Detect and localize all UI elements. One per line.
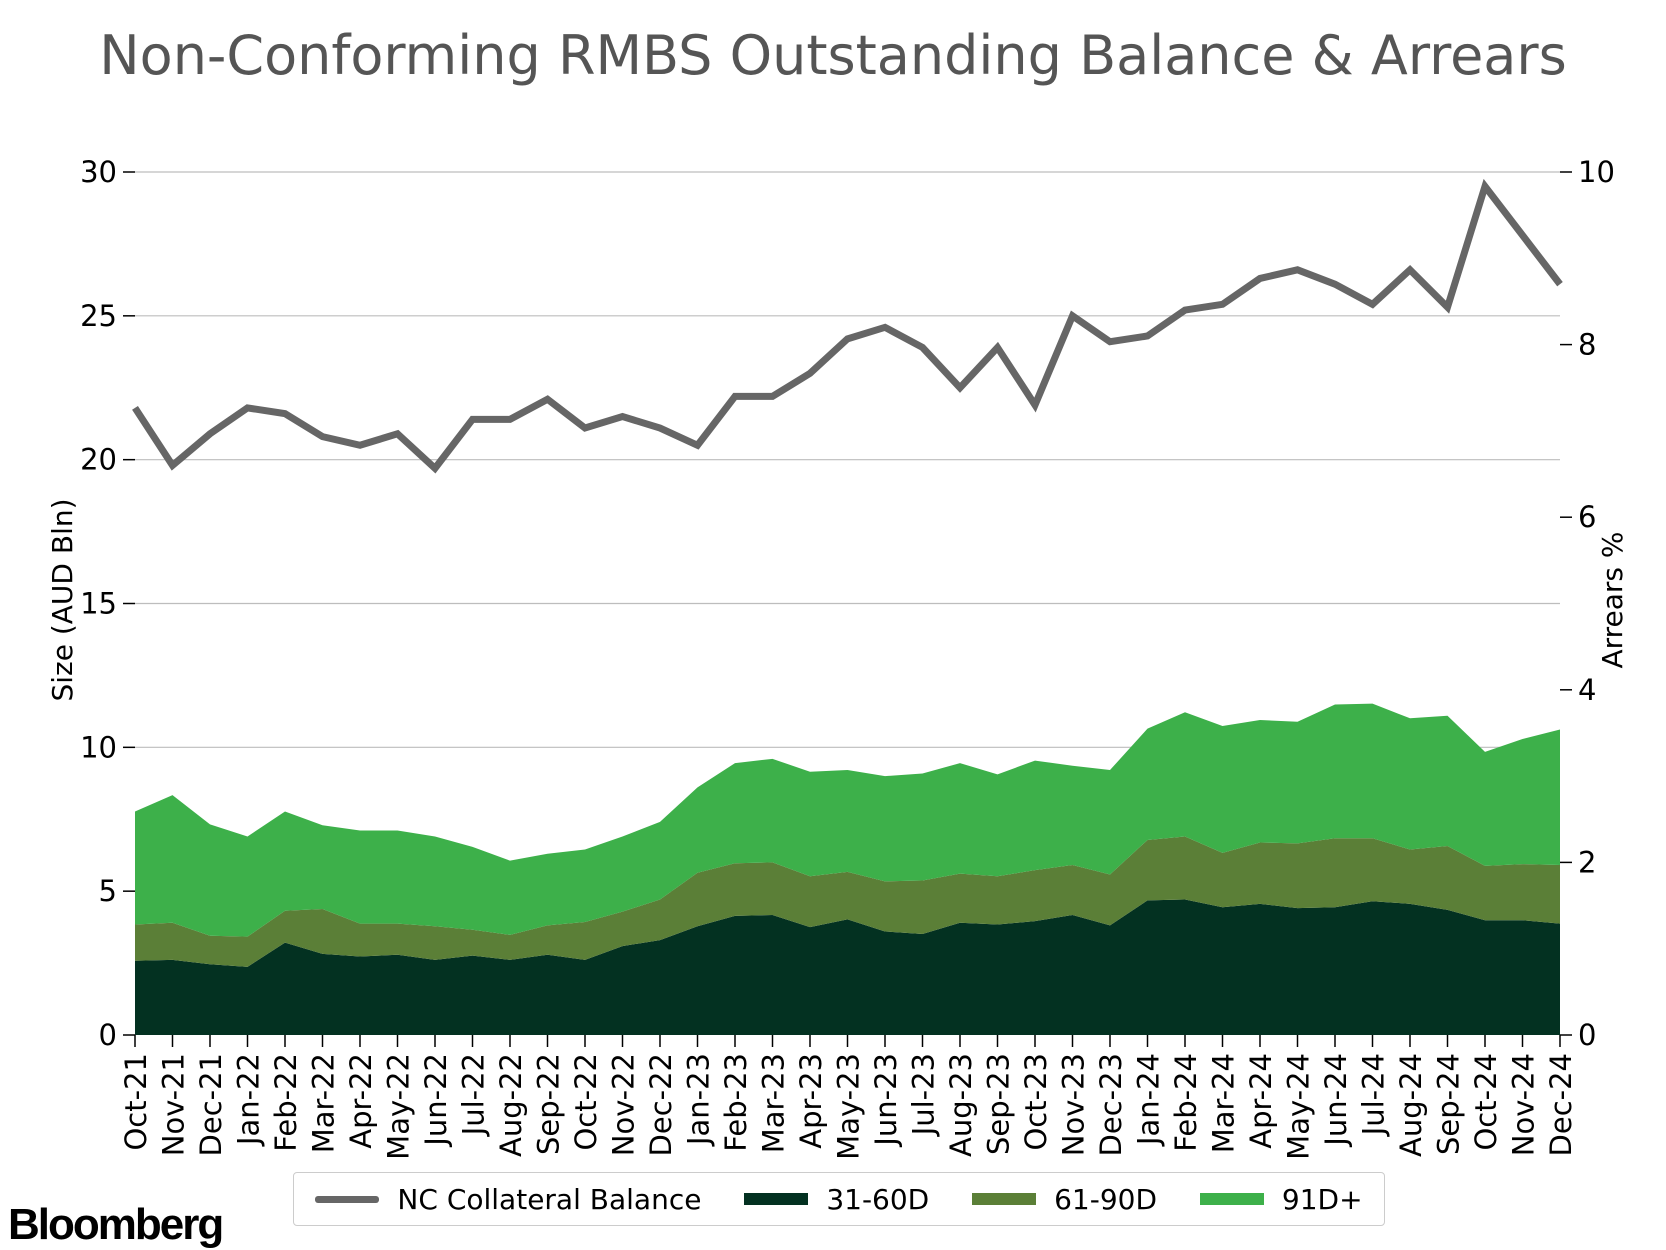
legend-entry-balance: NC Collateral Balance — [315, 1183, 701, 1216]
x-tick-label: Jun-23 — [869, 1053, 903, 1148]
x-tick-label: Nov-24 — [1507, 1053, 1541, 1156]
chart-legend: NC Collateral Balance 31-60D 61-90D 91D+ — [293, 1172, 1385, 1226]
x-tick-label: Jun-22 — [419, 1053, 453, 1148]
x-tick-label: Aug-22 — [494, 1053, 528, 1157]
x-tick-label: Mar-24 — [1207, 1053, 1241, 1153]
legend-label-61-90d: 61-90D — [1054, 1183, 1157, 1216]
x-tick-label: Apr-22 — [344, 1053, 378, 1149]
x-tick-label: Apr-24 — [1244, 1053, 1278, 1149]
x-tick-label: Aug-23 — [944, 1053, 978, 1157]
x-tick-label: May-22 — [382, 1053, 416, 1160]
legend-label-balance: NC Collateral Balance — [397, 1183, 701, 1216]
x-tick-label: Nov-23 — [1057, 1053, 1091, 1156]
x-tick-label: Jan-22 — [232, 1053, 266, 1147]
x-tick-label: Dec-21 — [194, 1053, 228, 1156]
x-tick-label: Aug-24 — [1394, 1053, 1428, 1157]
y2-tick-label: 8 — [1578, 328, 1596, 362]
legend-swatch-91dplus — [1200, 1193, 1264, 1205]
y2-tick-label: 10 — [1578, 155, 1615, 189]
legend-entry-31-60d: 31-60D — [744, 1183, 929, 1216]
x-tick-label: Nov-22 — [607, 1053, 641, 1156]
x-tick-label: Oct-24 — [1469, 1053, 1503, 1151]
bloomberg-logo: Bloomberg — [8, 1200, 222, 1250]
x-tick-label: Sep-24 — [1432, 1053, 1466, 1155]
x-tick-label: Jul-23 — [907, 1053, 941, 1137]
x-tick-label: Mar-22 — [307, 1053, 341, 1153]
x-tick-label: Oct-21 — [119, 1053, 153, 1151]
y-axis-label: Size (AUD Bln) — [46, 498, 79, 701]
x-tick-label: Feb-22 — [269, 1053, 303, 1152]
y-tick-label: 0 — [99, 1018, 117, 1052]
balance-line — [135, 186, 1560, 468]
legend-swatch-31-60d — [744, 1193, 808, 1205]
x-tick-label: Jul-22 — [457, 1053, 491, 1137]
arrears-areas — [135, 704, 1560, 1035]
x-tick-label: Nov-21 — [157, 1053, 191, 1156]
x-tick-label: Feb-23 — [719, 1053, 753, 1152]
x-tick-label: Dec-24 — [1544, 1053, 1578, 1156]
y-tick-label: 5 — [99, 874, 117, 908]
y-tick-label: 25 — [80, 299, 117, 333]
x-tick-label: Apr-23 — [794, 1053, 828, 1149]
x-tick-label: Mar-23 — [757, 1053, 791, 1153]
x-tick-label: Jan-23 — [682, 1053, 716, 1147]
x-tick-label: Jul-24 — [1357, 1053, 1391, 1137]
x-tick-label: May-24 — [1282, 1053, 1316, 1160]
y-tick-label: 20 — [80, 443, 117, 477]
y-tick-label: 15 — [80, 587, 117, 621]
y2-tick-label: 0 — [1578, 1018, 1596, 1052]
x-tick-label: Dec-23 — [1094, 1053, 1128, 1156]
x-tick-label: Jun-24 — [1319, 1053, 1353, 1148]
y2-tick-label: 6 — [1578, 500, 1596, 534]
legend-label-91dplus: 91D+ — [1282, 1183, 1363, 1216]
legend-entry-61-90d: 61-90D — [972, 1183, 1157, 1216]
y-tick-label: 30 — [80, 155, 117, 189]
legend-entry-91dplus: 91D+ — [1200, 1183, 1363, 1216]
x-tick-label: Jan-24 — [1132, 1053, 1166, 1147]
y2-tick-label: 2 — [1578, 845, 1596, 879]
y2-axis-label: Arrears % — [1596, 531, 1629, 668]
legend-label-31-60d: 31-60D — [826, 1183, 929, 1216]
legend-swatch-61-90d — [972, 1193, 1036, 1205]
legend-swatch-balance — [315, 1196, 379, 1203]
x-tick-label: Sep-23 — [982, 1053, 1016, 1155]
y-tick-label: 10 — [80, 730, 117, 764]
x-tick-label: Oct-22 — [569, 1053, 603, 1151]
x-tick-label: Oct-23 — [1019, 1053, 1053, 1151]
x-tick-label: May-23 — [832, 1053, 866, 1160]
x-tick-label: Dec-22 — [644, 1053, 678, 1156]
x-tick-label: Feb-24 — [1169, 1053, 1203, 1152]
y2-tick-label: 4 — [1578, 673, 1596, 707]
line-nc-collateral-balance — [135, 186, 1560, 468]
x-tick-label: Sep-22 — [532, 1053, 566, 1155]
